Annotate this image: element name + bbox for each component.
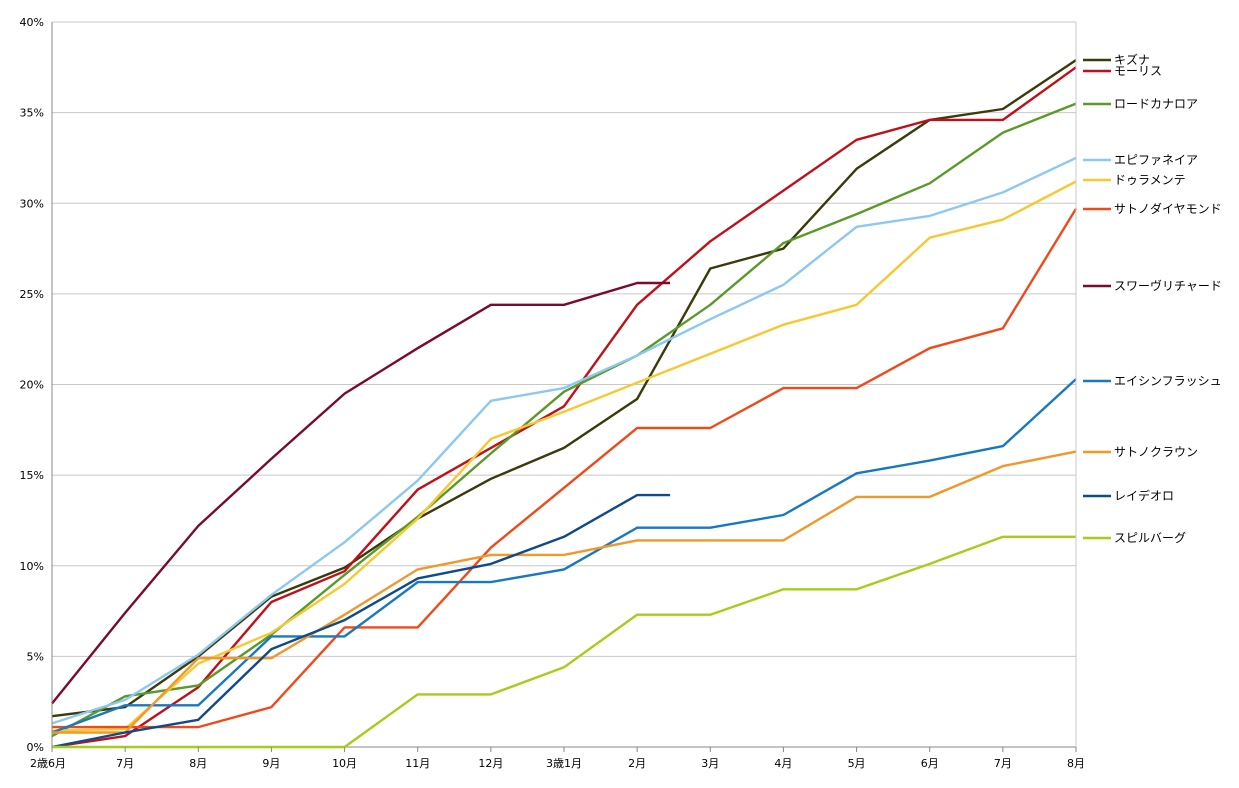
grid-layer <box>52 21 1076 748</box>
x-tick-label: 12月 <box>478 757 503 770</box>
legend-label: キズナ <box>1114 52 1150 67</box>
series-line-5 <box>52 208 1078 729</box>
x-tick-label: 8月 <box>1067 757 1085 770</box>
x-tick-label: 3歳1月 <box>546 757 582 770</box>
series-line-3 <box>51 156 1077 725</box>
series-line-8 <box>52 450 1077 734</box>
series-line-0 <box>51 59 1077 718</box>
series-line-7 <box>51 378 1077 734</box>
x-tick-label: 7月 <box>116 757 134 770</box>
series-line-10 <box>52 535 1076 749</box>
series-line-4 <box>51 180 1077 732</box>
legend-label: スピルバーグ <box>1114 531 1186 545</box>
legend-label: エピファネイア <box>1114 153 1198 167</box>
x-tick-label: 11月 <box>405 757 430 770</box>
x-tick-label: 10月 <box>332 757 357 770</box>
x-tick-label: 6月 <box>921 757 939 770</box>
legend-label: モーリス <box>1114 64 1162 78</box>
x-tick-label: 2月 <box>628 757 646 770</box>
legend-label: エイシンフラッシュ <box>1114 374 1222 388</box>
series-layer <box>51 59 1078 749</box>
legend-label: サトノダイヤモンド <box>1114 201 1222 216</box>
legend-layer: キズナモーリスロードカナロアエピファネイアドゥラメンテサトノダイヤモンドスワーヴ… <box>1083 52 1222 545</box>
x-tick-label: 4月 <box>774 757 792 770</box>
x-tick-label: 5月 <box>848 757 866 770</box>
y-tick-label: 40% <box>20 16 44 29</box>
series-line-2 <box>51 102 1077 738</box>
y-tick-label: 10% <box>20 560 44 573</box>
series-line-1 <box>51 66 1077 749</box>
y-tick-label: 0% <box>27 741 44 754</box>
x-tick-label: 8月 <box>189 757 207 770</box>
y-tick-label: 20% <box>20 379 44 392</box>
y-tick-label: 30% <box>20 197 44 210</box>
y-tick-label: 35% <box>20 107 44 120</box>
x-tick-label: 2歳6月 <box>30 757 66 770</box>
legend-label: ロードカナロア <box>1114 97 1198 111</box>
y-tick-label: 15% <box>20 469 44 482</box>
legend-label: ドゥラメンテ <box>1114 173 1186 187</box>
axis-layer: 0% 5% 10% 15% 20% 25% 30% 35% 40% 2歳6月 7月 8月 9月 10月 11… <box>20 16 1085 770</box>
series-line-6 <box>51 281 671 705</box>
legend-label: レイデオロ <box>1114 488 1174 503</box>
y-tick-label: 25% <box>20 288 44 301</box>
x-tick-label: 3月 <box>701 757 719 770</box>
y-tick-label: 5% <box>27 650 44 663</box>
x-tick-label: 9月 <box>262 757 280 770</box>
x-tick-label: 7月 <box>994 757 1012 770</box>
legend-label: スワーヴリチャード <box>1114 278 1222 293</box>
series-line-9 <box>51 493 671 749</box>
legend-label: サトノクラウン <box>1114 445 1198 459</box>
